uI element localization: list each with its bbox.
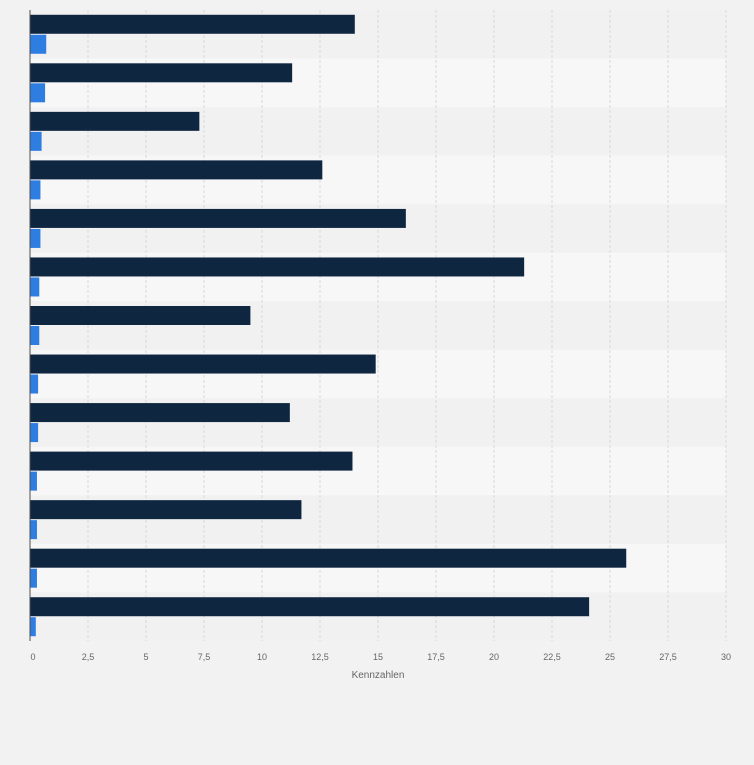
x-tick-label: 15 [373, 652, 383, 662]
gridlines [87, 10, 727, 641]
bar-series-2[interactable] [30, 83, 46, 103]
x-tick-label: 7,5 [198, 652, 211, 662]
x-tick-label: 25 [605, 652, 615, 662]
bar-series-1[interactable] [30, 63, 293, 83]
bar-series-1[interactable] [30, 306, 251, 325]
bar-series-1[interactable] [30, 451, 353, 471]
bar-series-1[interactable] [30, 14, 355, 34]
x-tick-label: 5 [143, 652, 148, 662]
x-axis-ticks: 0 2,5 5 7,5 10 12,5 15 17,5 20 22,5 25 27,5 30 [30, 652, 731, 662]
bar-series-1[interactable] [30, 500, 302, 520]
bar-series-2[interactable] [30, 131, 42, 151]
bar-series-1[interactable] [30, 548, 627, 568]
bar-series-2[interactable] [30, 374, 39, 394]
bar-series-2[interactable] [30, 568, 37, 588]
x-tick-label: 27,5 [659, 652, 677, 662]
bar-series-1[interactable] [30, 354, 376, 374]
x-tick-label: 12,5 [311, 652, 329, 662]
bar-series-1[interactable] [30, 597, 590, 617]
bar-series-2[interactable] [30, 277, 40, 297]
x-tick-label: 20 [489, 652, 499, 662]
bar-series-1[interactable] [30, 111, 200, 131]
x-tick-label: 10 [257, 652, 267, 662]
bar-series-1[interactable] [30, 403, 290, 423]
bar-series-1[interactable] [30, 257, 525, 277]
bar-series-2[interactable] [30, 617, 36, 637]
x-tick-label: 17,5 [427, 652, 445, 662]
bar-series-2[interactable] [30, 228, 41, 248]
x-tick-label: 30 [721, 652, 731, 662]
x-tick-label: 2,5 [82, 652, 95, 662]
x-tick-label: 0 [30, 652, 35, 662]
bar-series-2[interactable] [30, 471, 37, 491]
x-axis-label: Kennzahlen [352, 670, 405, 681]
bar-series-2[interactable] [30, 180, 41, 200]
x-tick-label: 22,5 [543, 652, 561, 662]
bar-series-1[interactable] [30, 208, 406, 228]
bar-series-2[interactable] [30, 326, 40, 345]
bar-series-2[interactable] [30, 423, 39, 443]
bar-series-1[interactable] [30, 160, 323, 180]
bar-series-2[interactable] [30, 520, 37, 540]
bar-series-2[interactable] [30, 34, 47, 54]
bars [30, 14, 627, 637]
